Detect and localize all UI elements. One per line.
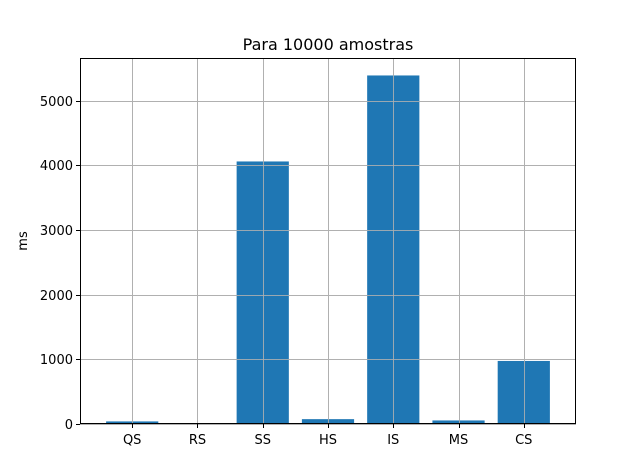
y-tick-label: 5000	[40, 95, 73, 110]
y-tick-label: 1000	[40, 353, 73, 368]
x-tick-label: IS	[387, 433, 399, 448]
x-tick-label: SS	[254, 433, 271, 448]
x-tick-label: RS	[189, 433, 206, 448]
y-tick-label: 0	[65, 418, 73, 433]
bar-ss	[236, 161, 289, 424]
x-tick-label: HS	[319, 433, 337, 448]
bar-cs	[497, 360, 550, 424]
grid-overlay	[80, 58, 576, 425]
y-tick-label: 3000	[40, 224, 73, 239]
ticks-layer: 0 1000 2000 3000 4000 5000 QS RS SS HS IS MS CS	[40, 95, 533, 448]
x-tick-label: CS	[515, 433, 532, 448]
y-tick-label: 2000	[40, 289, 73, 304]
y-axis-label: ms	[16, 231, 31, 251]
chart-title: Para 10000 amostras	[243, 35, 414, 54]
y-tick-label: 4000	[40, 159, 73, 174]
bar-ms	[432, 420, 485, 424]
plot-frame	[80, 58, 576, 424]
x-tick-label: QS	[123, 433, 141, 448]
x-tick-label: MS	[449, 433, 468, 448]
